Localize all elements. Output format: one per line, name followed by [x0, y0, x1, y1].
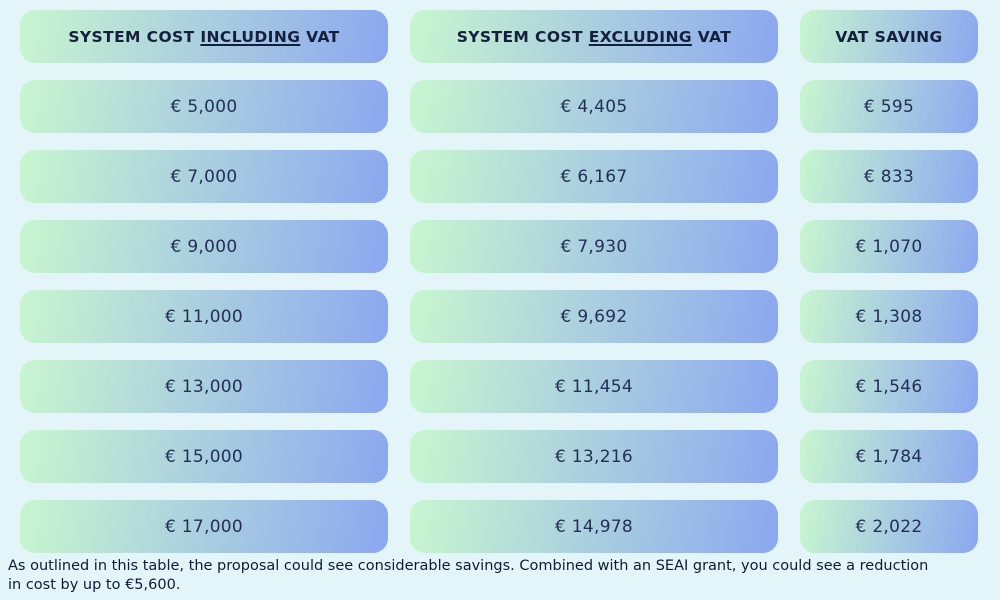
cell-vat-saving: € 1,546	[800, 360, 978, 413]
cell-vat-saving: € 2,022	[800, 500, 978, 553]
cell-vat-saving: € 833	[800, 150, 978, 203]
cell-excluding-vat: € 14,978	[410, 500, 778, 553]
header-cost-excluding-vat: SYSTEM COST EXCLUDING VAT	[410, 10, 778, 63]
cell-including-vat: € 11,000	[20, 290, 388, 343]
cell-excluding-vat: € 11,454	[410, 360, 778, 413]
footer-note: As outlined in this table, the proposal …	[0, 553, 1000, 595]
cell-including-vat: € 5,000	[20, 80, 388, 133]
header-text: SYSTEM COST INCLUDING VAT	[68, 27, 340, 46]
cell-excluding-vat: € 6,167	[410, 150, 778, 203]
cost-table: SYSTEM COST INCLUDING VAT SYSTEM COST EX…	[20, 10, 978, 553]
header-text: VAT SAVING	[835, 27, 943, 46]
cell-including-vat: € 13,000	[20, 360, 388, 413]
header-vat-saving: VAT SAVING	[800, 10, 978, 63]
cell-excluding-vat: € 9,692	[410, 290, 778, 343]
header-text: SYSTEM COST EXCLUDING VAT	[456, 27, 732, 46]
header-cost-including-vat: SYSTEM COST INCLUDING VAT	[20, 10, 388, 63]
cell-vat-saving: € 1,308	[800, 290, 978, 343]
footer-line-2: in cost by up to €5,600.	[8, 577, 181, 593]
cell-vat-saving: € 1,784	[800, 430, 978, 483]
cell-vat-saving: € 595	[800, 80, 978, 133]
cell-excluding-vat: € 4,405	[410, 80, 778, 133]
cell-including-vat: € 15,000	[20, 430, 388, 483]
underlined-word: EXCLUDING	[588, 27, 692, 46]
cell-including-vat: € 7,000	[20, 150, 388, 203]
cell-excluding-vat: € 13,216	[410, 430, 778, 483]
cell-excluding-vat: € 7,930	[410, 220, 778, 273]
footer-line-1: As outlined in this table, the proposal …	[8, 558, 929, 574]
cell-vat-saving: € 1,070	[800, 220, 978, 273]
cell-including-vat: € 9,000	[20, 220, 388, 273]
cell-including-vat: € 17,000	[20, 500, 388, 553]
underlined-word: INCLUDING	[200, 27, 301, 46]
